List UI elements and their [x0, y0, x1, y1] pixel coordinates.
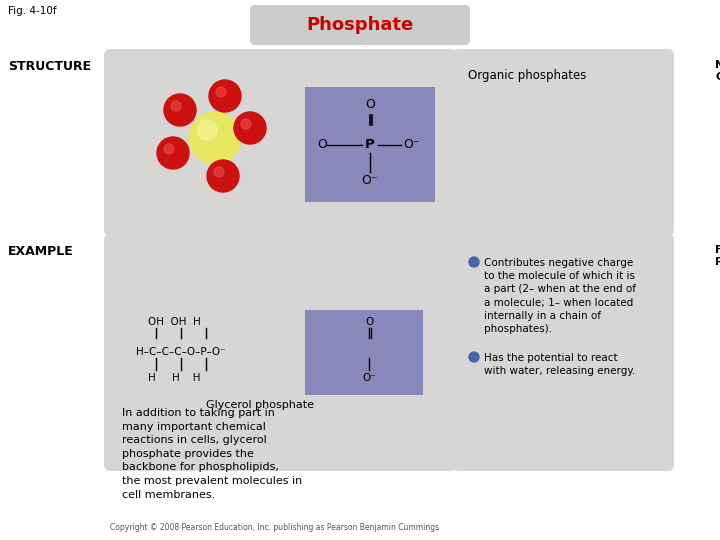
Text: OH  OH  H: OH OH H [148, 317, 201, 327]
Text: O⁻: O⁻ [361, 173, 378, 186]
Circle shape [469, 352, 479, 362]
FancyBboxPatch shape [305, 87, 435, 202]
Text: FUNCTIONAL
PROPERTIES: FUNCTIONAL PROPERTIES [715, 245, 720, 267]
Text: Has the potential to react
with water, releasing energy.: Has the potential to react with water, r… [484, 353, 635, 376]
Circle shape [164, 94, 196, 126]
Text: Glycerol phosphate: Glycerol phosphate [206, 400, 314, 410]
Text: EXAMPLE: EXAMPLE [8, 245, 73, 258]
Text: Organic phosphates: Organic phosphates [468, 69, 586, 82]
Text: Copyright © 2008 Pearson Education, Inc. publishing as Pearson Benjamin Cummings: Copyright © 2008 Pearson Education, Inc.… [110, 523, 439, 532]
Text: In addition to taking part in
many important chemical
reactions in cells, glycer: In addition to taking part in many impor… [122, 408, 302, 500]
Circle shape [214, 167, 224, 177]
Circle shape [197, 120, 217, 140]
FancyBboxPatch shape [104, 234, 456, 471]
Text: O: O [317, 138, 327, 152]
Circle shape [209, 80, 241, 112]
Circle shape [234, 112, 266, 144]
Circle shape [216, 87, 226, 97]
Circle shape [189, 112, 241, 164]
Circle shape [164, 144, 174, 154]
Circle shape [171, 101, 181, 111]
Text: H–C–C–C–O–P–O⁻: H–C–C–C–O–P–O⁻ [136, 347, 225, 357]
Text: Contributes negative charge
to the molecule of which it is
a part (2– when at th: Contributes negative charge to the molec… [484, 258, 636, 334]
Circle shape [241, 119, 251, 129]
Text: O: O [365, 98, 375, 111]
FancyBboxPatch shape [104, 49, 456, 236]
Text: O: O [365, 317, 373, 327]
Circle shape [157, 137, 189, 169]
FancyBboxPatch shape [250, 5, 470, 45]
Text: Phosphate: Phosphate [307, 16, 413, 34]
Text: O⁻: O⁻ [403, 138, 420, 152]
FancyBboxPatch shape [452, 49, 674, 236]
FancyBboxPatch shape [452, 234, 674, 471]
FancyBboxPatch shape [305, 310, 423, 395]
Text: NAME OF
COMPOUND: NAME OF COMPOUND [715, 60, 720, 82]
Text: O⁻: O⁻ [362, 373, 376, 383]
Circle shape [469, 257, 479, 267]
Text: STRUCTURE: STRUCTURE [8, 60, 91, 73]
Text: H     H    H: H H H [148, 373, 200, 383]
Text: Fig. 4-10f: Fig. 4-10f [8, 6, 57, 16]
Circle shape [207, 160, 239, 192]
Text: P: P [365, 138, 375, 152]
